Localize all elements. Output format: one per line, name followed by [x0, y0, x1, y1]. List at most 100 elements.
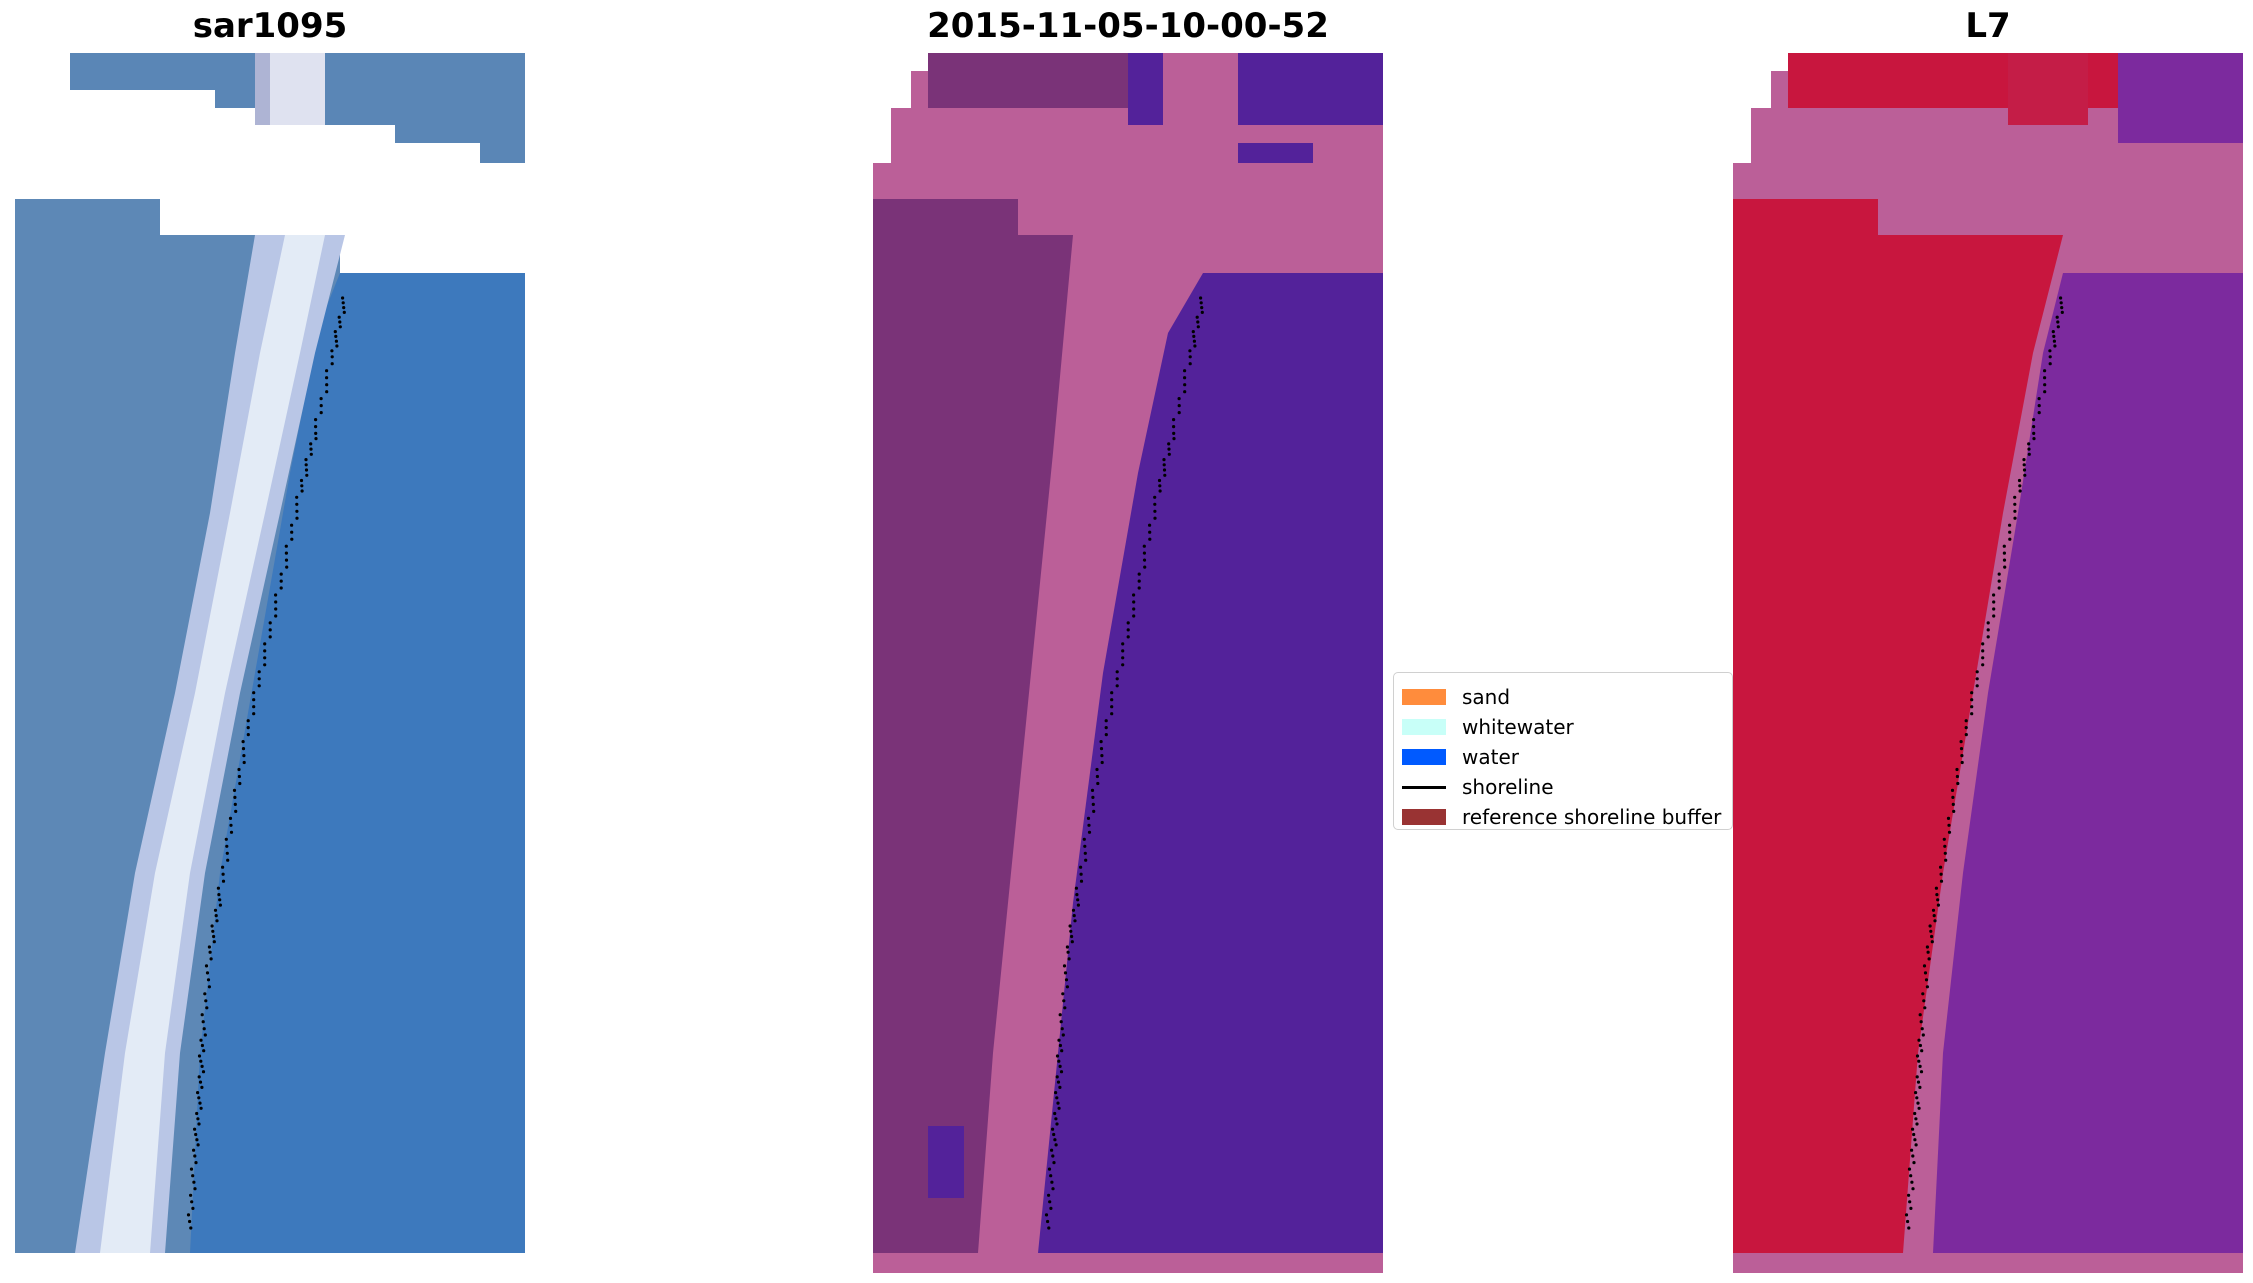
shoreline-point	[1947, 830, 1952, 834]
shoreline-points-rgb	[186, 296, 346, 1230]
shoreline-point	[252, 705, 256, 709]
shoreline-point	[2002, 558, 2007, 562]
shoreline-point	[1183, 383, 1187, 387]
rgb-image	[15, 53, 525, 1253]
shoreline-point	[325, 383, 329, 387]
shoreline-point	[1059, 1070, 1064, 1074]
shoreline-point	[1153, 502, 1157, 506]
shoreline-points-index	[1904, 296, 2064, 1230]
shoreline-point	[1188, 349, 1192, 353]
shoreline-point	[1183, 369, 1187, 373]
shoreline-point	[2023, 473, 2027, 477]
shoreline-point	[341, 301, 345, 305]
index-top-water	[2118, 53, 2243, 143]
shoreline-point	[2048, 362, 2052, 366]
shoreline-point	[279, 586, 283, 590]
shoreline-point	[314, 425, 318, 429]
shoreline-point	[1177, 404, 1181, 408]
shoreline-point	[304, 468, 309, 472]
shoreline-point	[201, 1070, 206, 1074]
shoreline-point	[209, 957, 213, 961]
shoreline-point	[257, 670, 261, 674]
shoreline-point	[268, 628, 272, 632]
shoreline-point	[1910, 1148, 1914, 1152]
panel-title-index: L7	[1965, 6, 2011, 46]
shoreline-point	[1047, 1193, 1051, 1197]
shoreline-point	[1148, 537, 1152, 541]
shoreline-point	[1191, 330, 1195, 334]
shoreline-point	[242, 760, 246, 765]
shoreline-point	[1970, 705, 1974, 709]
shoreline-point	[299, 478, 304, 483]
shoreline-point	[1952, 809, 1956, 814]
shoreline-point	[2013, 502, 2017, 506]
shoreline-point	[1200, 306, 1204, 310]
shoreline-point	[1917, 1038, 1921, 1042]
shoreline-point	[2032, 418, 2036, 422]
shoreline-point	[1172, 418, 1176, 422]
shoreline-point	[201, 1020, 205, 1024]
shoreline-point	[191, 1206, 195, 1210]
shoreline-point	[1121, 663, 1125, 667]
shoreline-point	[325, 376, 329, 380]
shoreline-point	[193, 1127, 197, 1131]
shoreline-point	[1158, 484, 1162, 488]
shoreline-point	[1091, 802, 1095, 807]
shoreline-point	[233, 802, 237, 807]
shoreline-point	[1956, 781, 1960, 786]
legend-swatch-water	[1402, 749, 1446, 765]
shoreline-point	[284, 544, 288, 548]
shoreline-point	[1115, 670, 1119, 674]
shoreline-point	[246, 719, 250, 723]
shoreline-points-class	[1044, 296, 1204, 1230]
shoreline-point	[2018, 489, 2022, 493]
shoreline-point	[246, 733, 250, 737]
shoreline-point	[2027, 452, 2031, 456]
shoreline-point	[314, 437, 318, 441]
shoreline-point	[208, 950, 212, 954]
shoreline-point	[1055, 1122, 1059, 1126]
shoreline-point	[1927, 957, 1931, 961]
shoreline-point	[1053, 1111, 1057, 1116]
legend-label-water: water	[1462, 745, 1519, 769]
shoreline-point	[1076, 898, 1080, 902]
shoreline-point	[2043, 376, 2047, 380]
shoreline-point	[309, 442, 313, 446]
shoreline-point	[190, 1200, 194, 1204]
shoreline-point	[1104, 726, 1108, 730]
shoreline-point	[1047, 1226, 1051, 1230]
shoreline-point	[1121, 642, 1125, 646]
shoreline-point	[216, 886, 220, 890]
shoreline-point	[1918, 1064, 1922, 1068]
shoreline-point	[1959, 740, 1963, 744]
shoreline-point	[1970, 712, 1974, 716]
rgb-top-white-band	[270, 53, 325, 125]
shoreline-point	[1049, 1174, 1053, 1178]
shoreline-point	[1992, 614, 1996, 618]
shoreline-point	[1935, 893, 1939, 897]
shoreline-point	[1070, 940, 1074, 944]
shoreline-point	[1071, 908, 1076, 912]
shoreline-point	[1907, 1226, 1911, 1230]
shoreline-point	[1192, 339, 1196, 343]
shoreline-point	[290, 537, 294, 541]
shoreline-point	[1057, 1038, 1061, 1042]
shoreline-point	[1053, 1138, 1057, 1142]
shoreline-point	[1912, 1132, 1916, 1137]
shoreline-point	[1079, 872, 1083, 876]
shoreline-point	[314, 418, 318, 422]
shoreline-point	[1934, 886, 1938, 890]
shoreline-point	[1951, 795, 1955, 800]
shoreline-point	[1110, 698, 1114, 702]
shoreline-point	[2060, 306, 2064, 310]
shoreline-point	[1061, 992, 1065, 996]
shoreline-point	[2008, 523, 2012, 527]
shoreline-point	[2059, 301, 2063, 305]
shoreline-point	[2060, 310, 2064, 314]
shoreline-point	[1916, 1080, 1921, 1084]
shoreline-point	[1944, 858, 1948, 862]
panel-title-classification: 2015-11-05-10-00-52	[927, 6, 1329, 46]
shoreline-point	[1142, 551, 1146, 555]
shoreline-point	[1970, 691, 1974, 695]
shoreline-point	[1923, 1006, 1927, 1010]
